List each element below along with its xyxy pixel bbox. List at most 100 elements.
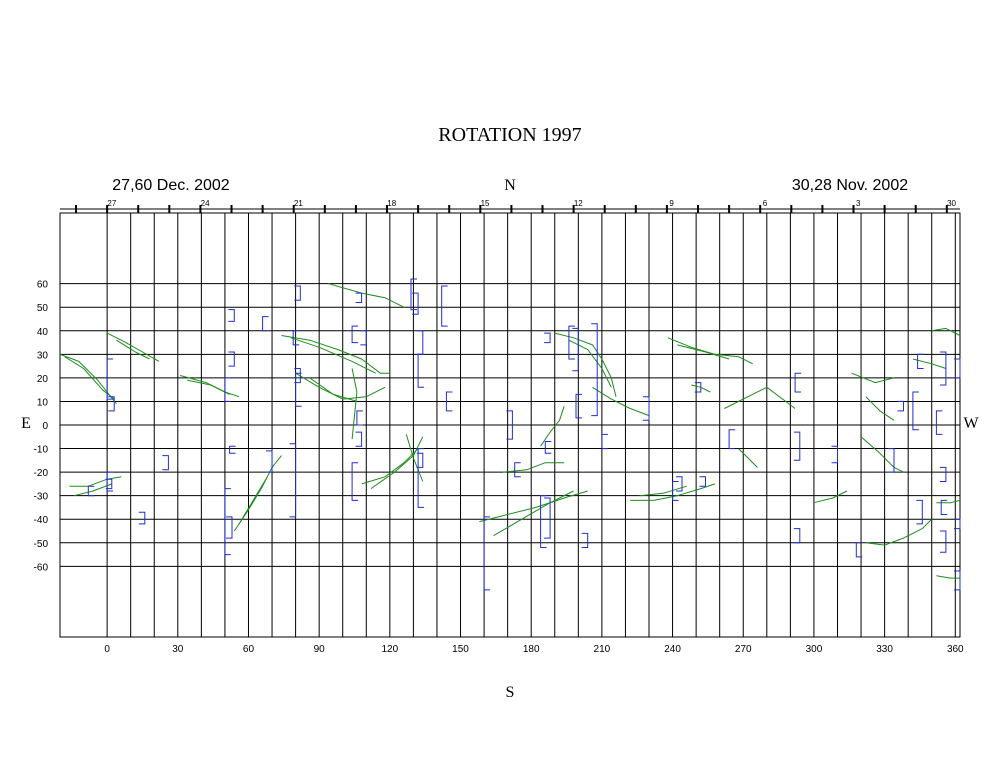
region-bracket: [441, 285, 448, 327]
x-tick-label: 180: [523, 644, 540, 655]
day-tick-label: 24: [201, 199, 210, 208]
region-bracket: [694, 382, 702, 393]
filament-trace: [69, 476, 122, 487]
x-tick-label: 0: [104, 644, 110, 655]
region-bracket: [728, 429, 736, 450]
day-tick-label: 30: [947, 199, 956, 208]
region-bracket: [292, 330, 300, 346]
day-tick-label: 3: [856, 199, 861, 208]
filament-trace: [677, 344, 730, 360]
region-bracket: [643, 396, 650, 421]
y-tick-label: 30: [37, 350, 49, 361]
region-bracket: [351, 462, 359, 501]
x-tick-label: 90: [314, 644, 326, 655]
x-tick-label: 270: [735, 644, 752, 655]
region-bracket: [544, 441, 552, 454]
filament-trace: [813, 490, 848, 504]
y-tick-label: -20: [34, 468, 49, 479]
region-bracket: [581, 532, 589, 548]
region-bracket: [224, 488, 231, 556]
north-label: N: [504, 177, 516, 194]
filament-trace: [328, 283, 405, 308]
filament-trace: [568, 339, 612, 388]
y-tick-label: -30: [34, 492, 49, 503]
filament-trace: [540, 406, 565, 447]
x-tick-label: 210: [594, 644, 611, 655]
x-tick-label: 330: [876, 644, 893, 655]
y-tick-label: 20: [37, 374, 49, 385]
region-bracket: [855, 542, 863, 558]
filament-trace: [106, 332, 160, 362]
south-label: S: [506, 684, 515, 701]
east-label: E: [21, 415, 31, 432]
region-bracket: [544, 332, 551, 344]
region-bracket: [229, 445, 236, 454]
region-bracket: [540, 495, 547, 548]
region-bracket: [916, 499, 923, 525]
filament-trace: [724, 386, 796, 409]
x-tick-label: 300: [806, 644, 823, 655]
filament-trace: [64, 356, 115, 400]
region-bracket: [940, 499, 948, 515]
region-bracket: [831, 445, 838, 464]
region-bracket: [793, 528, 801, 544]
west-label: W: [963, 415, 979, 432]
y-tick-label: -40: [34, 515, 49, 526]
filament-trace: [73, 483, 112, 497]
filament-trace: [290, 337, 376, 374]
y-tick-label: 10: [37, 397, 49, 408]
region-bracket: [939, 466, 947, 482]
y-tick-label: 50: [37, 303, 49, 314]
filament-trace: [405, 434, 424, 482]
right-date-label: 30,28 Nov. 2002: [792, 177, 908, 194]
x-tick-label: 150: [452, 644, 469, 655]
filament-trace: [479, 490, 588, 523]
x-tick-label: 60: [243, 644, 255, 655]
region-bracket: [483, 516, 491, 591]
region-bracket: [138, 511, 146, 525]
filament-trace: [738, 448, 758, 468]
region-bracket: [410, 278, 417, 311]
region-bracket: [676, 476, 683, 492]
filament-trace: [912, 358, 947, 369]
filament-trace: [116, 339, 150, 360]
region-bracket: [228, 351, 235, 367]
region-bracket: [897, 400, 904, 412]
region-bracket: [917, 353, 924, 369]
region-bracket: [106, 471, 114, 492]
y-tick-label: -50: [34, 539, 49, 550]
region-bracket: [417, 448, 425, 508]
bracket-layer: [87, 278, 961, 591]
region-bracket: [601, 433, 608, 450]
region-bracket: [416, 330, 424, 355]
region-bracket: [416, 452, 424, 468]
region-bracket: [939, 530, 947, 553]
filament-trace: [59, 353, 117, 405]
region-bracket: [506, 410, 513, 440]
region-bracket: [294, 285, 301, 301]
day-tick-label: 6: [763, 199, 768, 208]
grid: [59, 205, 961, 638]
filament-trace: [667, 337, 753, 365]
region-bracket: [672, 481, 679, 501]
region-bracket: [351, 325, 359, 344]
region-bracket: [355, 292, 363, 303]
filament-trace: [936, 575, 960, 579]
region-bracket: [289, 443, 297, 518]
region-bracket: [954, 570, 961, 591]
filament-trace: [554, 332, 617, 397]
filament-trace: [238, 476, 268, 525]
y-tick-label: -10: [34, 445, 49, 456]
region-bracket: [356, 410, 363, 426]
y-tick-label: 40: [37, 327, 49, 338]
region-bracket: [266, 450, 273, 473]
region-bracket: [935, 410, 943, 435]
region-bracket: [295, 372, 302, 407]
filament-trace: [639, 485, 687, 497]
region-bracket: [106, 358, 114, 400]
region-bracket: [572, 327, 579, 372]
x-tick-label: 360: [947, 644, 964, 655]
region-bracket: [954, 358, 961, 379]
filament-trace: [309, 377, 358, 402]
